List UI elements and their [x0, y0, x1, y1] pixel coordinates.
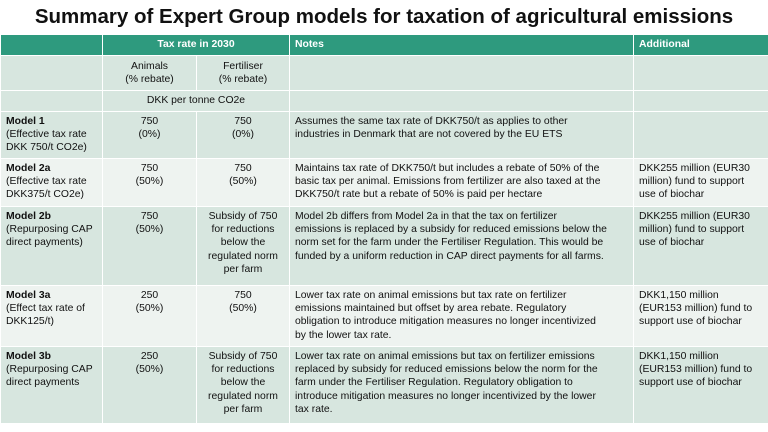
animals-rate: 750 (50%)	[102, 206, 197, 286]
models-table: Tax rate in 2030 Notes Additional Animal…	[0, 34, 768, 424]
notes-text: Lower tax rate on animal emissions but t…	[289, 285, 634, 347]
model-name: Model 3b	[6, 351, 52, 362]
model-description: (Repurposing CAP direct payments)	[6, 224, 93, 249]
table-row-model-1: Model 1 (Effective tax rate DKK 750/t CO2…	[0, 111, 768, 159]
header-tax-rate: Tax rate in 2030	[102, 34, 290, 56]
subheader-notes-blank	[289, 55, 634, 91]
fertiliser-rate: Subsidy of 750 for reductions below the …	[196, 346, 290, 424]
subheader-animals: Animals (% rebate)	[102, 55, 197, 91]
model-description: (Effect tax rate of DKK125/t)	[6, 303, 85, 328]
subheader-row: Animals (% rebate) Fertiliser (% rebate)	[0, 55, 768, 91]
model-cell: Model 2b (Repurposing CAP direct payments…	[0, 206, 103, 286]
additional-text	[633, 111, 768, 159]
header-row: Tax rate in 2030 Notes Additional	[0, 34, 768, 56]
subheader-blank	[0, 55, 103, 91]
animals-rate: 750 (0%)	[102, 111, 197, 159]
notes-text: Maintains tax rate of DKK750/t but inclu…	[289, 158, 634, 207]
additional-text: DKK1,150 million (EUR153 million) fund t…	[633, 346, 768, 424]
model-name: Model 2a	[6, 163, 51, 174]
animals-rate: 250 (50%)	[102, 285, 197, 347]
model-name: Model 2b	[6, 211, 52, 222]
unit-additional-blank	[633, 90, 768, 112]
model-description: (Effective tax rate DKK 750/t CO2e)	[6, 129, 87, 154]
table-row-model-3a: Model 3a (Effect tax rate of DKK125/t) 250…	[0, 285, 768, 347]
fertiliser-rate: Subsidy of 750 for reductions below the …	[196, 206, 290, 286]
notes-text: Model 2b differs from Model 2a in that t…	[289, 206, 634, 286]
subheader-fertiliser: Fertiliser (% rebate)	[196, 55, 290, 91]
model-cell: Model 2a (Effective tax rate DKK375/t CO2…	[0, 158, 103, 207]
unit-blank	[0, 90, 103, 112]
model-cell: Model 1 (Effective tax rate DKK 750/t CO2…	[0, 111, 103, 159]
additional-text: DKK255 million (EUR30 million) fund to s…	[633, 206, 768, 286]
additional-text: DKK255 million (EUR30 million) fund to s…	[633, 158, 768, 207]
fertiliser-rate: 750 (50%)	[196, 158, 290, 207]
header-notes: Notes	[289, 34, 634, 56]
notes-text: Assumes the same tax rate of DKK750/t as…	[289, 111, 634, 159]
page-title: Summary of Expert Group models for taxat…	[34, 5, 734, 28]
unit-row: DKK per tonne CO2e	[0, 90, 768, 112]
header-blank	[0, 34, 103, 56]
model-name: Model 1	[6, 116, 45, 127]
notes-text: Lower tax rate on animal emissions but t…	[289, 346, 634, 424]
model-description: (Repurposing CAP direct payments	[6, 364, 93, 389]
model-name: Model 3a	[6, 290, 51, 301]
model-cell: Model 3b (Repurposing CAP direct payments	[0, 346, 103, 424]
fertiliser-rate: 750 (50%)	[196, 285, 290, 347]
table-row-model-3b: Model 3b (Repurposing CAP direct payments…	[0, 346, 768, 424]
additional-text: DKK1,150 million (EUR153 million) fund t…	[633, 285, 768, 347]
table-row-model-2b: Model 2b (Repurposing CAP direct payments…	[0, 206, 768, 286]
header-additional: Additional	[633, 34, 768, 56]
fertiliser-rate: 750 (0%)	[196, 111, 290, 159]
unit-label: DKK per tonne CO2e	[102, 90, 290, 112]
model-description: (Effective tax rate DKK375/t CO2e)	[6, 176, 87, 201]
subheader-additional-blank	[633, 55, 768, 91]
unit-notes-blank	[289, 90, 634, 112]
model-cell: Model 3a (Effect tax rate of DKK125/t)	[0, 285, 103, 347]
animals-rate: 750 (50%)	[102, 158, 197, 207]
animals-rate: 250 (50%)	[102, 346, 197, 424]
table-row-model-2a: Model 2a (Effective tax rate DKK375/t CO2…	[0, 158, 768, 207]
